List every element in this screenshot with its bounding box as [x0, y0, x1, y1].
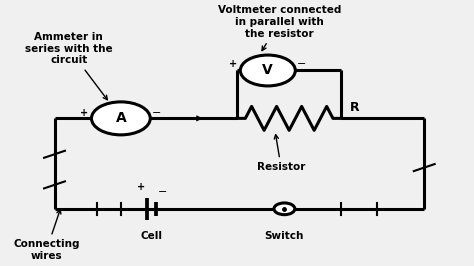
Text: +: +	[229, 59, 237, 69]
Text: Connecting
wires: Connecting wires	[13, 209, 80, 261]
Text: R: R	[350, 101, 359, 114]
Text: A: A	[116, 111, 126, 125]
Text: V: V	[263, 64, 273, 77]
Text: Voltmeter connected
in parallel with
the resistor: Voltmeter connected in parallel with the…	[218, 5, 341, 51]
Text: Resistor: Resistor	[257, 135, 305, 172]
Text: −: −	[152, 107, 162, 118]
Text: +: +	[137, 182, 145, 192]
Circle shape	[274, 203, 295, 215]
Text: −: −	[158, 186, 167, 197]
Text: +: +	[80, 107, 89, 118]
Text: −: −	[297, 59, 307, 69]
Text: Ammeter in
series with the
circuit: Ammeter in series with the circuit	[25, 32, 112, 100]
Text: Switch: Switch	[264, 231, 304, 242]
Text: Cell: Cell	[141, 231, 163, 242]
Circle shape	[240, 55, 295, 86]
Circle shape	[91, 102, 150, 135]
